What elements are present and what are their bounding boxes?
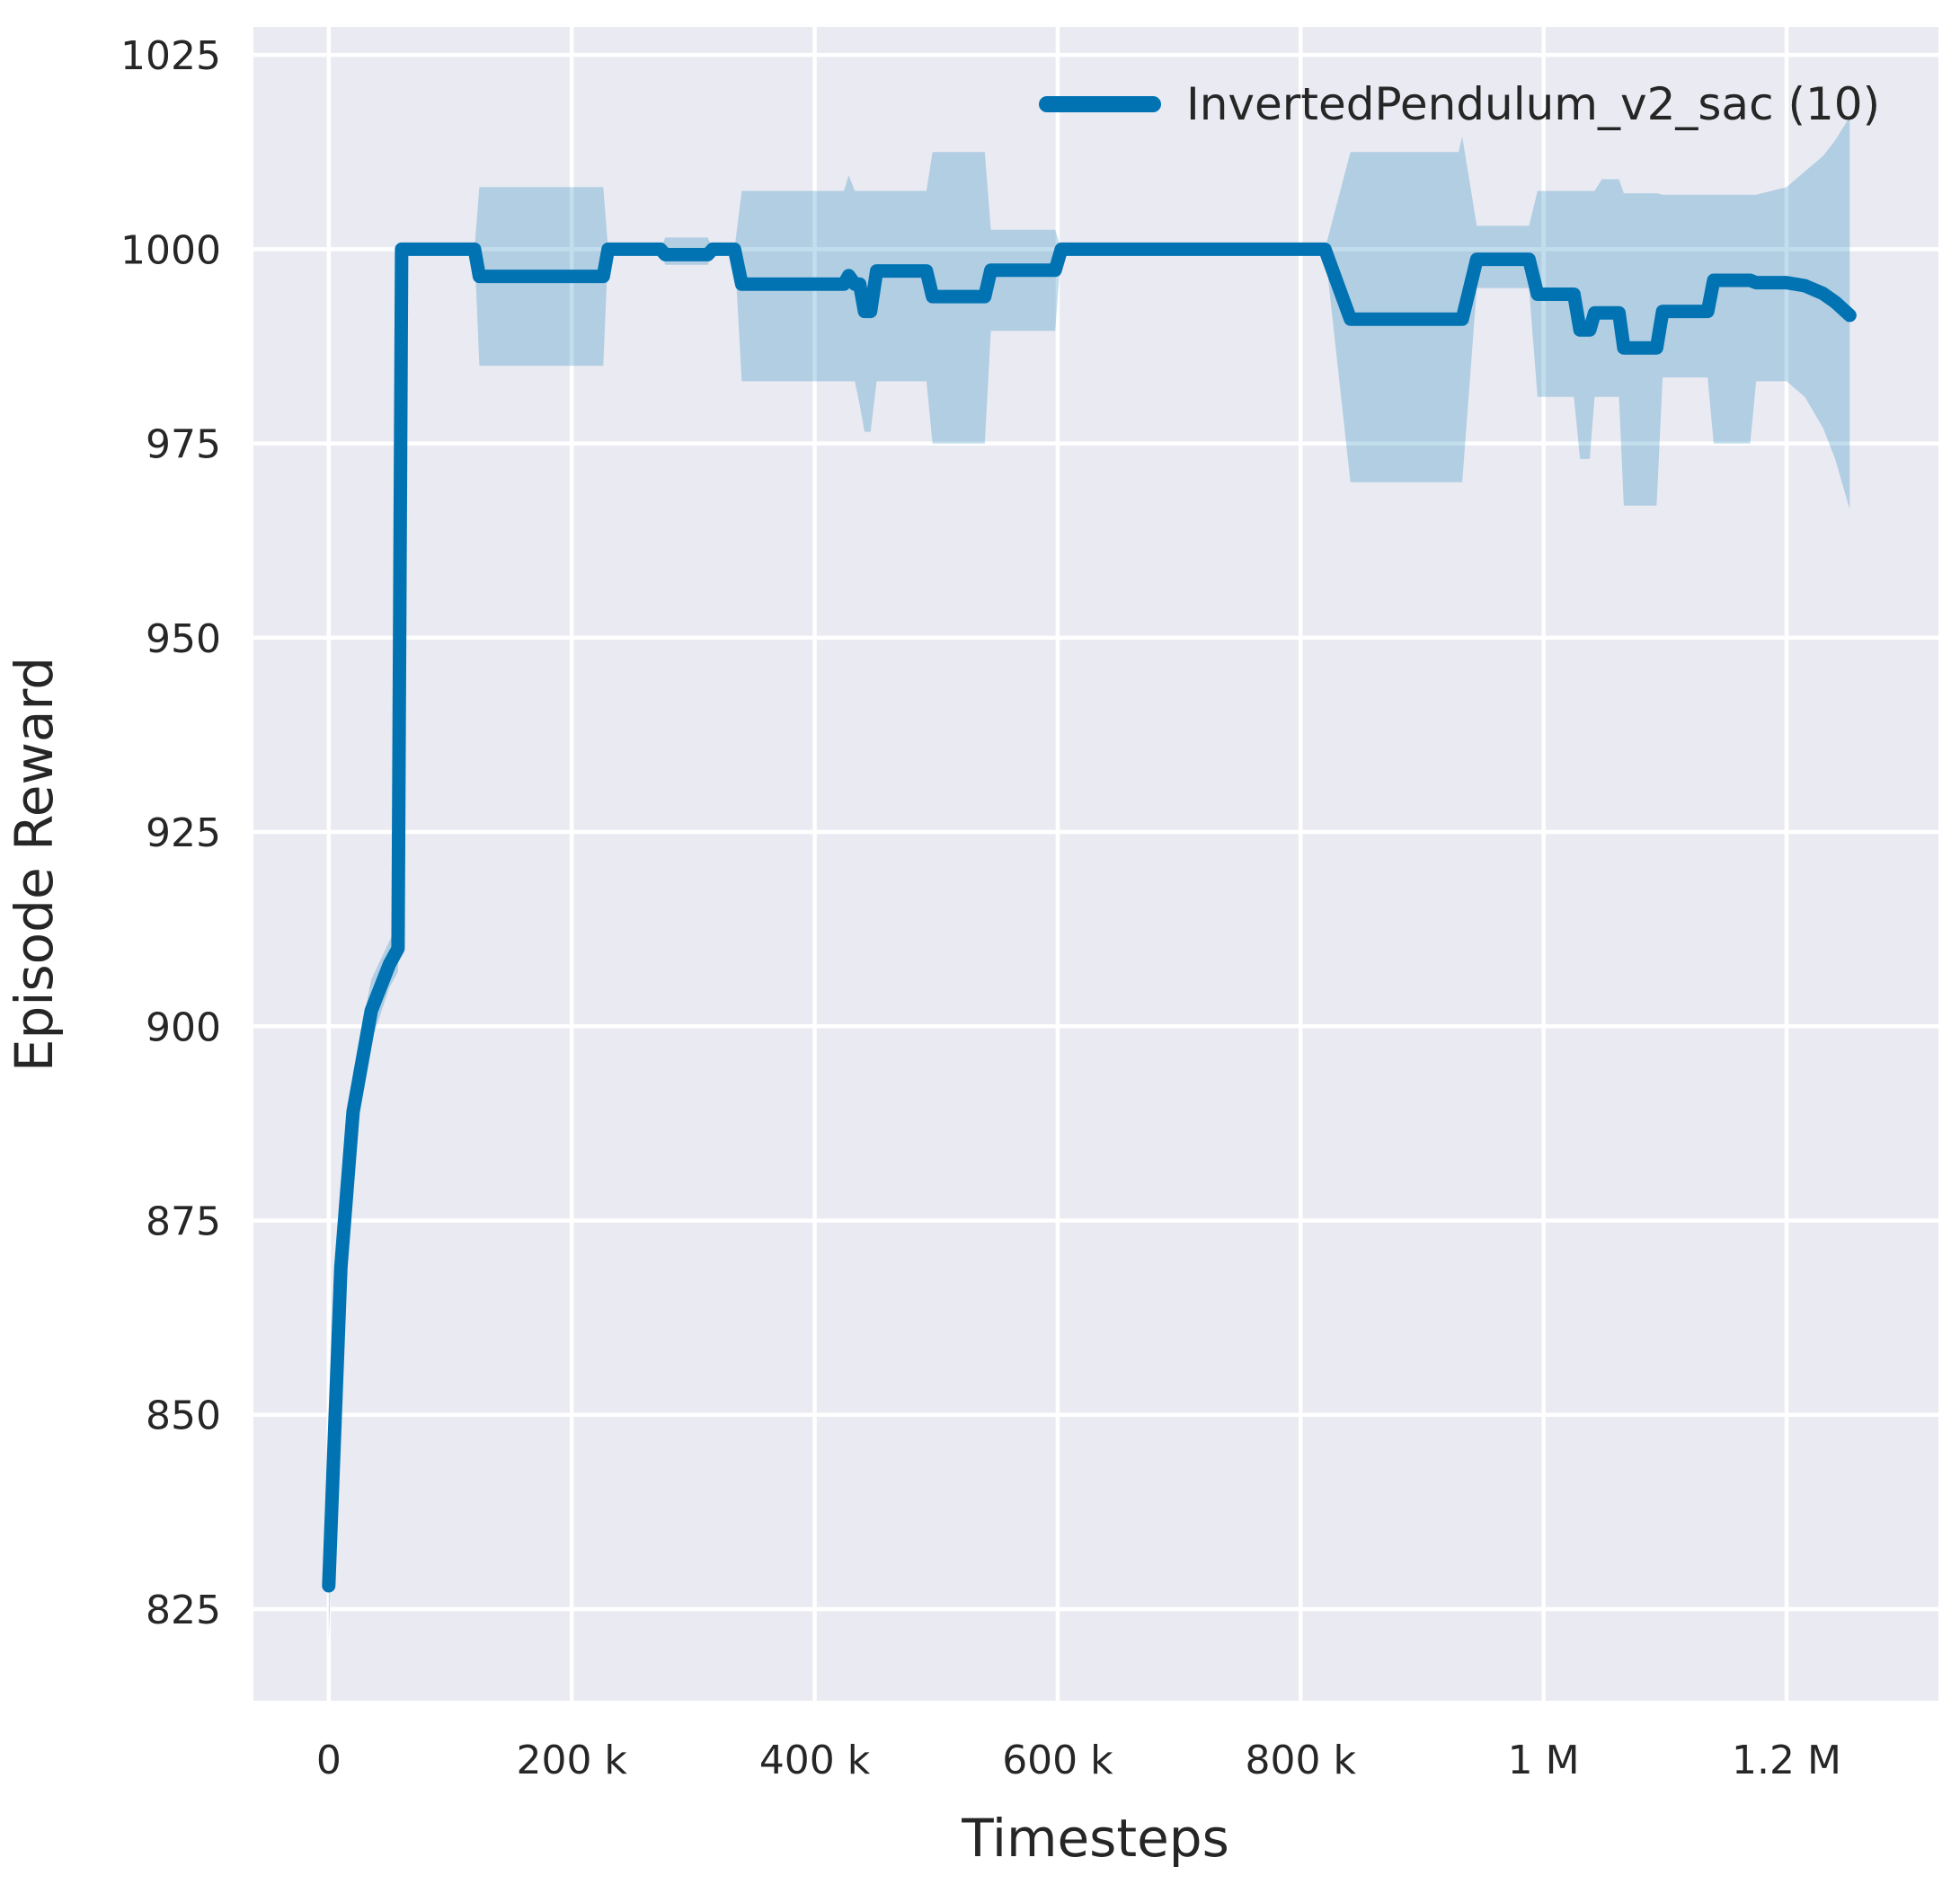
y-tick-label: 850 bbox=[146, 1393, 221, 1439]
y-tick-label: 900 bbox=[146, 1004, 221, 1050]
mean-line bbox=[322, 242, 1857, 1593]
y-tick-label: 875 bbox=[146, 1199, 221, 1244]
x-tick-label: 600 k bbox=[1002, 1738, 1113, 1783]
legend: InvertedPendulum_v2_sac (10) bbox=[1039, 78, 1880, 130]
x-axis-ticks: 0 200 k 400 k 600 k 800 k 1 M 1.2 M bbox=[316, 1738, 1841, 1783]
y-tick-label: 950 bbox=[146, 616, 221, 662]
y-tick-label: 825 bbox=[146, 1588, 221, 1633]
x-tick-label: 0 bbox=[316, 1738, 341, 1783]
x-tick-label: 1 M bbox=[1508, 1738, 1580, 1783]
y-tick-label: 1000 bbox=[120, 227, 221, 273]
y-axis-label: Episode Reward bbox=[4, 657, 65, 1072]
x-axis-label: Timesteps bbox=[961, 1808, 1229, 1869]
x-tick-label: 800 k bbox=[1246, 1738, 1357, 1783]
plot-background bbox=[253, 27, 1938, 1701]
plot-area bbox=[253, 27, 1938, 1701]
x-tick-label: 1.2 M bbox=[1732, 1738, 1841, 1783]
y-tick-label: 925 bbox=[146, 810, 221, 856]
legend-label: InvertedPendulum_v2_sac (10) bbox=[1186, 78, 1880, 130]
y-tick-label: 1025 bbox=[120, 33, 221, 79]
x-tick-label: 400 k bbox=[759, 1738, 871, 1783]
series-line bbox=[322, 242, 1857, 1593]
y-axis-ticks: 825 850 875 900 925 950 975 1000 1025 bbox=[120, 33, 221, 1633]
y-tick-label: 975 bbox=[146, 422, 221, 468]
x-tick-label: 200 k bbox=[516, 1738, 627, 1783]
